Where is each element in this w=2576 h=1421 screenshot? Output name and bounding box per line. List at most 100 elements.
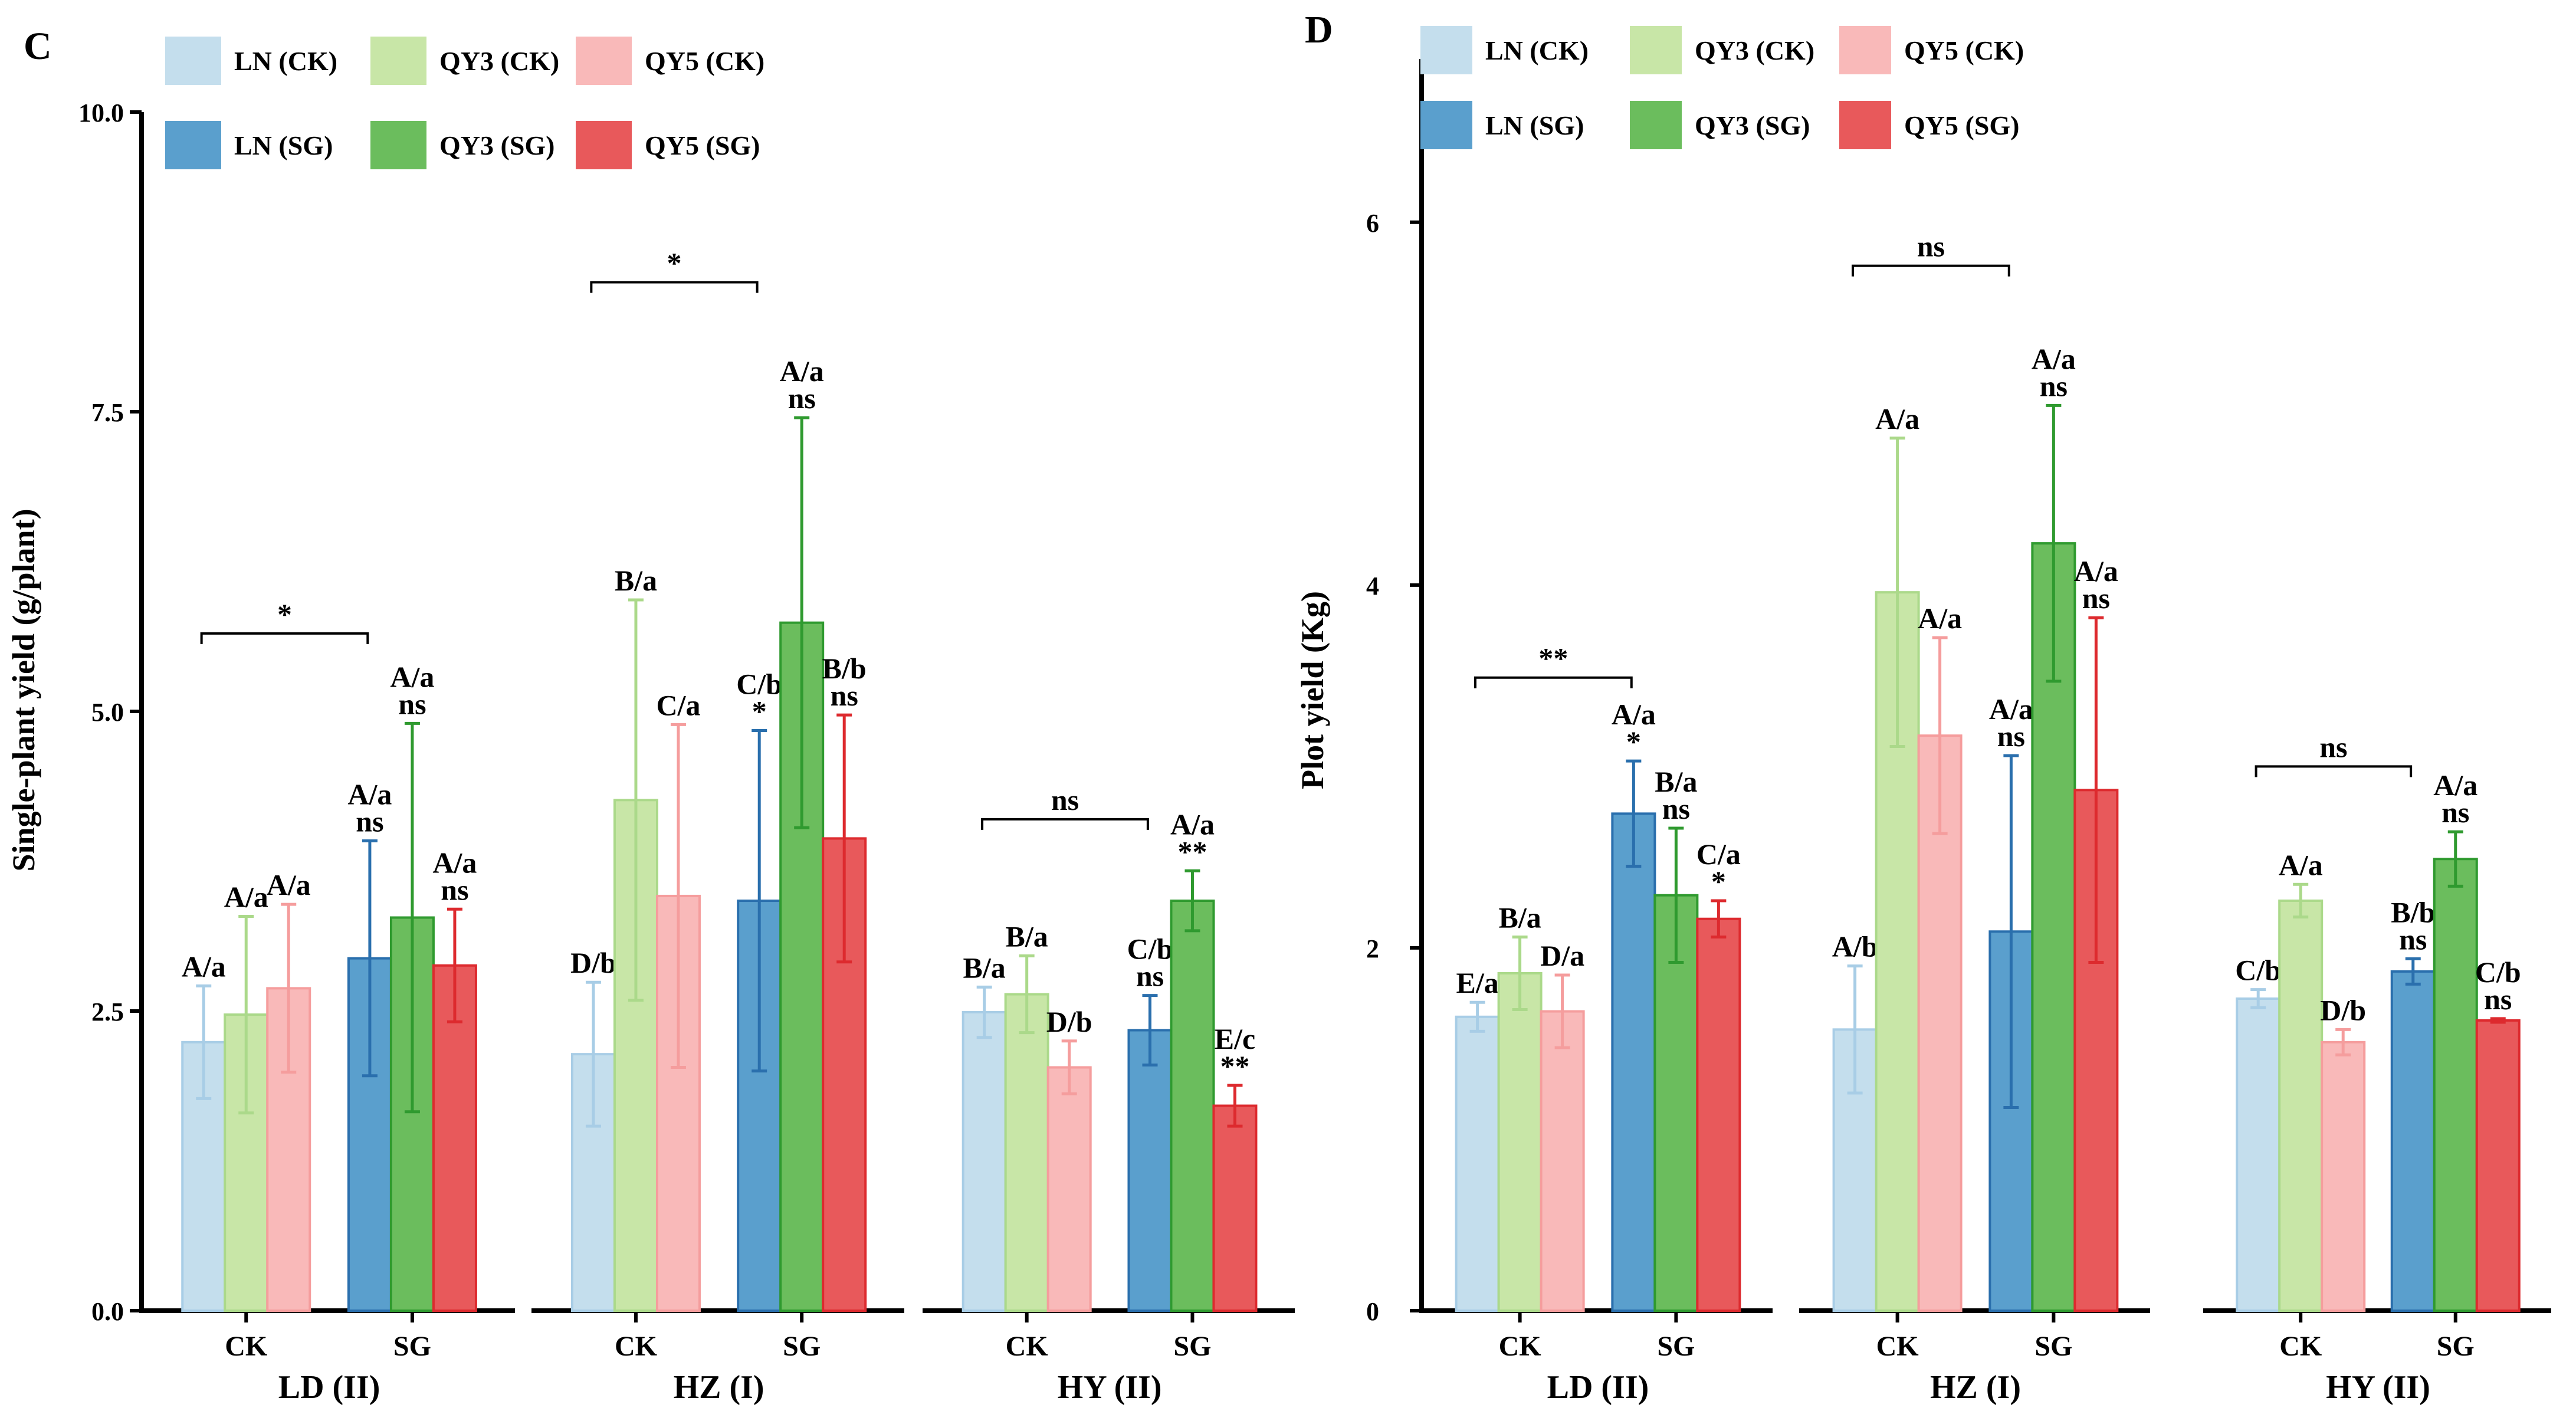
y-tick-label: 7.5 [91, 398, 124, 427]
legend-swatch [1420, 101, 1472, 149]
facet-HZ (I): CKD/bB/aC/aSG*C/bnsA/ansB/bHZ (I)* [531, 247, 904, 1406]
x-tick-label: SG [393, 1331, 431, 1362]
legend-label: LN (SG) [1485, 110, 1584, 140]
x-tick-label: CK [1876, 1331, 1919, 1362]
bar [1046, 1066, 1092, 1312]
letter-label: A/a [780, 355, 824, 388]
bar [1004, 993, 1049, 1312]
y-tick-label: 2 [1366, 934, 1379, 963]
legend-swatch [1420, 26, 1472, 74]
bracket-significance-label: ns [1917, 230, 1945, 263]
letter-label: B/a [1006, 920, 1048, 953]
bracket-significance-label: ** [1538, 642, 1568, 675]
bracket-significance-label: ns [2319, 730, 2347, 763]
letter-label: A/a [2074, 554, 2118, 588]
facet-LD (II): CKE/aB/aD/aSG*A/ansB/a*C/aLD (II)** [1422, 642, 1773, 1406]
facet-label: LD (II) [278, 1369, 380, 1406]
letter-label: C/b [1127, 933, 1173, 966]
letter-label: A/a [390, 660, 434, 693]
letter-label: D/a [1540, 939, 1584, 972]
legend-label: QY3 (SG) [439, 130, 555, 160]
y-axis-label: Plot yield (Kg) [1295, 591, 1330, 789]
y-tick-label: 6 [1366, 209, 1379, 238]
significance-label: ns [2399, 923, 2427, 956]
letter-label: C/b [2475, 956, 2521, 989]
letter-label: A/a [1875, 402, 1919, 435]
comparison-bracket [1474, 676, 1633, 688]
letter-label: D/b [1046, 1005, 1092, 1038]
legend-label: LN (CK) [234, 46, 337, 76]
letter-label: A/a [267, 868, 311, 901]
legend-swatch [165, 121, 221, 169]
legend-swatch [370, 121, 426, 169]
significance-label: ns [1997, 720, 2025, 753]
letter-label: A/a [182, 950, 226, 983]
bar [2390, 970, 2436, 1312]
significance-label: * [1711, 865, 1726, 898]
letter-label: B/a [615, 564, 657, 597]
comparison-bracket [590, 281, 759, 293]
x-tick-label: CK [225, 1331, 267, 1362]
bar [2433, 858, 2478, 1312]
letter-label: A/a [1612, 698, 1656, 731]
y-tick-label: 4 [1366, 572, 1379, 600]
bar [1455, 1015, 1500, 1312]
panel-letter: D [1305, 8, 1333, 51]
significance-label: ns [398, 687, 426, 720]
x-tick-label: CK [1499, 1331, 1541, 1362]
legend-swatch [1839, 101, 1891, 149]
letter-label: D/b [2320, 993, 2366, 1026]
significance-label: ** [1177, 835, 1207, 868]
legend-swatch [1630, 101, 1682, 149]
bar [1212, 1104, 1258, 1312]
letter-label: B/a [1498, 901, 1541, 934]
y-tick-label: 10.0 [78, 99, 124, 127]
y-tick-label: 0 [1366, 1297, 1379, 1326]
letter-label: A/a [1918, 602, 1962, 635]
letter-label: D/b [570, 946, 616, 979]
legend-label: QY5 (CK) [645, 46, 764, 76]
legend-label: QY3 (CK) [1695, 35, 1814, 65]
x-tick-label: SG [2437, 1331, 2475, 1362]
bar [2475, 1019, 2521, 1312]
comparison-bracket [1852, 264, 2010, 277]
x-tick-label: SG [783, 1331, 821, 1362]
letter-label: E/c [1215, 1022, 1255, 1055]
facet-label: HZ (I) [674, 1369, 764, 1406]
bar [2321, 1041, 2366, 1312]
significance-label: ** [1220, 1049, 1249, 1082]
letter-label: C/b [2235, 954, 2281, 987]
bar [1653, 894, 1699, 1312]
x-tick-label: SG [1657, 1331, 1695, 1362]
letter-label: B/a [1655, 765, 1697, 798]
y-tick-label: 5.0 [91, 698, 124, 727]
bar [1611, 812, 1656, 1312]
legend-label: LN (CK) [1485, 35, 1589, 65]
bar [1497, 972, 1543, 1312]
bracket-significance-label: * [277, 598, 292, 631]
x-tick-label: CK [615, 1331, 657, 1362]
y-tick-label: 2.5 [91, 997, 124, 1026]
legend: LN (CK) QY3 (CK) QY5 (CK) LN (SG) QY3 (SG) QY… [165, 37, 764, 169]
comparison-bracket [981, 818, 1149, 830]
legend-swatch [1839, 26, 1891, 74]
letter-label: A/a [2032, 342, 2076, 375]
significance-label: ns [1136, 960, 1164, 993]
letter-label: A/a [1989, 693, 2033, 726]
letter-label: E/a [1456, 966, 1498, 999]
bar [2236, 997, 2281, 1312]
letter-label: B/b [2391, 895, 2435, 928]
facet-label: HY (II) [2326, 1369, 2430, 1406]
legend-swatch [370, 37, 426, 85]
bracket-significance-label: * [667, 247, 681, 280]
legend-swatch [576, 121, 632, 169]
legend-label: LN (SG) [234, 130, 333, 160]
letter-label: A/b [1832, 930, 1878, 963]
bar [1540, 1010, 1585, 1312]
x-tick-label: CK [2279, 1331, 2322, 1362]
x-tick-label: SG [1173, 1331, 1211, 1362]
bar [962, 1011, 1007, 1312]
legend-label: QY5 (SG) [1904, 110, 2020, 140]
panel-C: C Single-plant yield (g/plant) 0.0 2.5 5.0 7.… [6, 25, 1295, 1406]
